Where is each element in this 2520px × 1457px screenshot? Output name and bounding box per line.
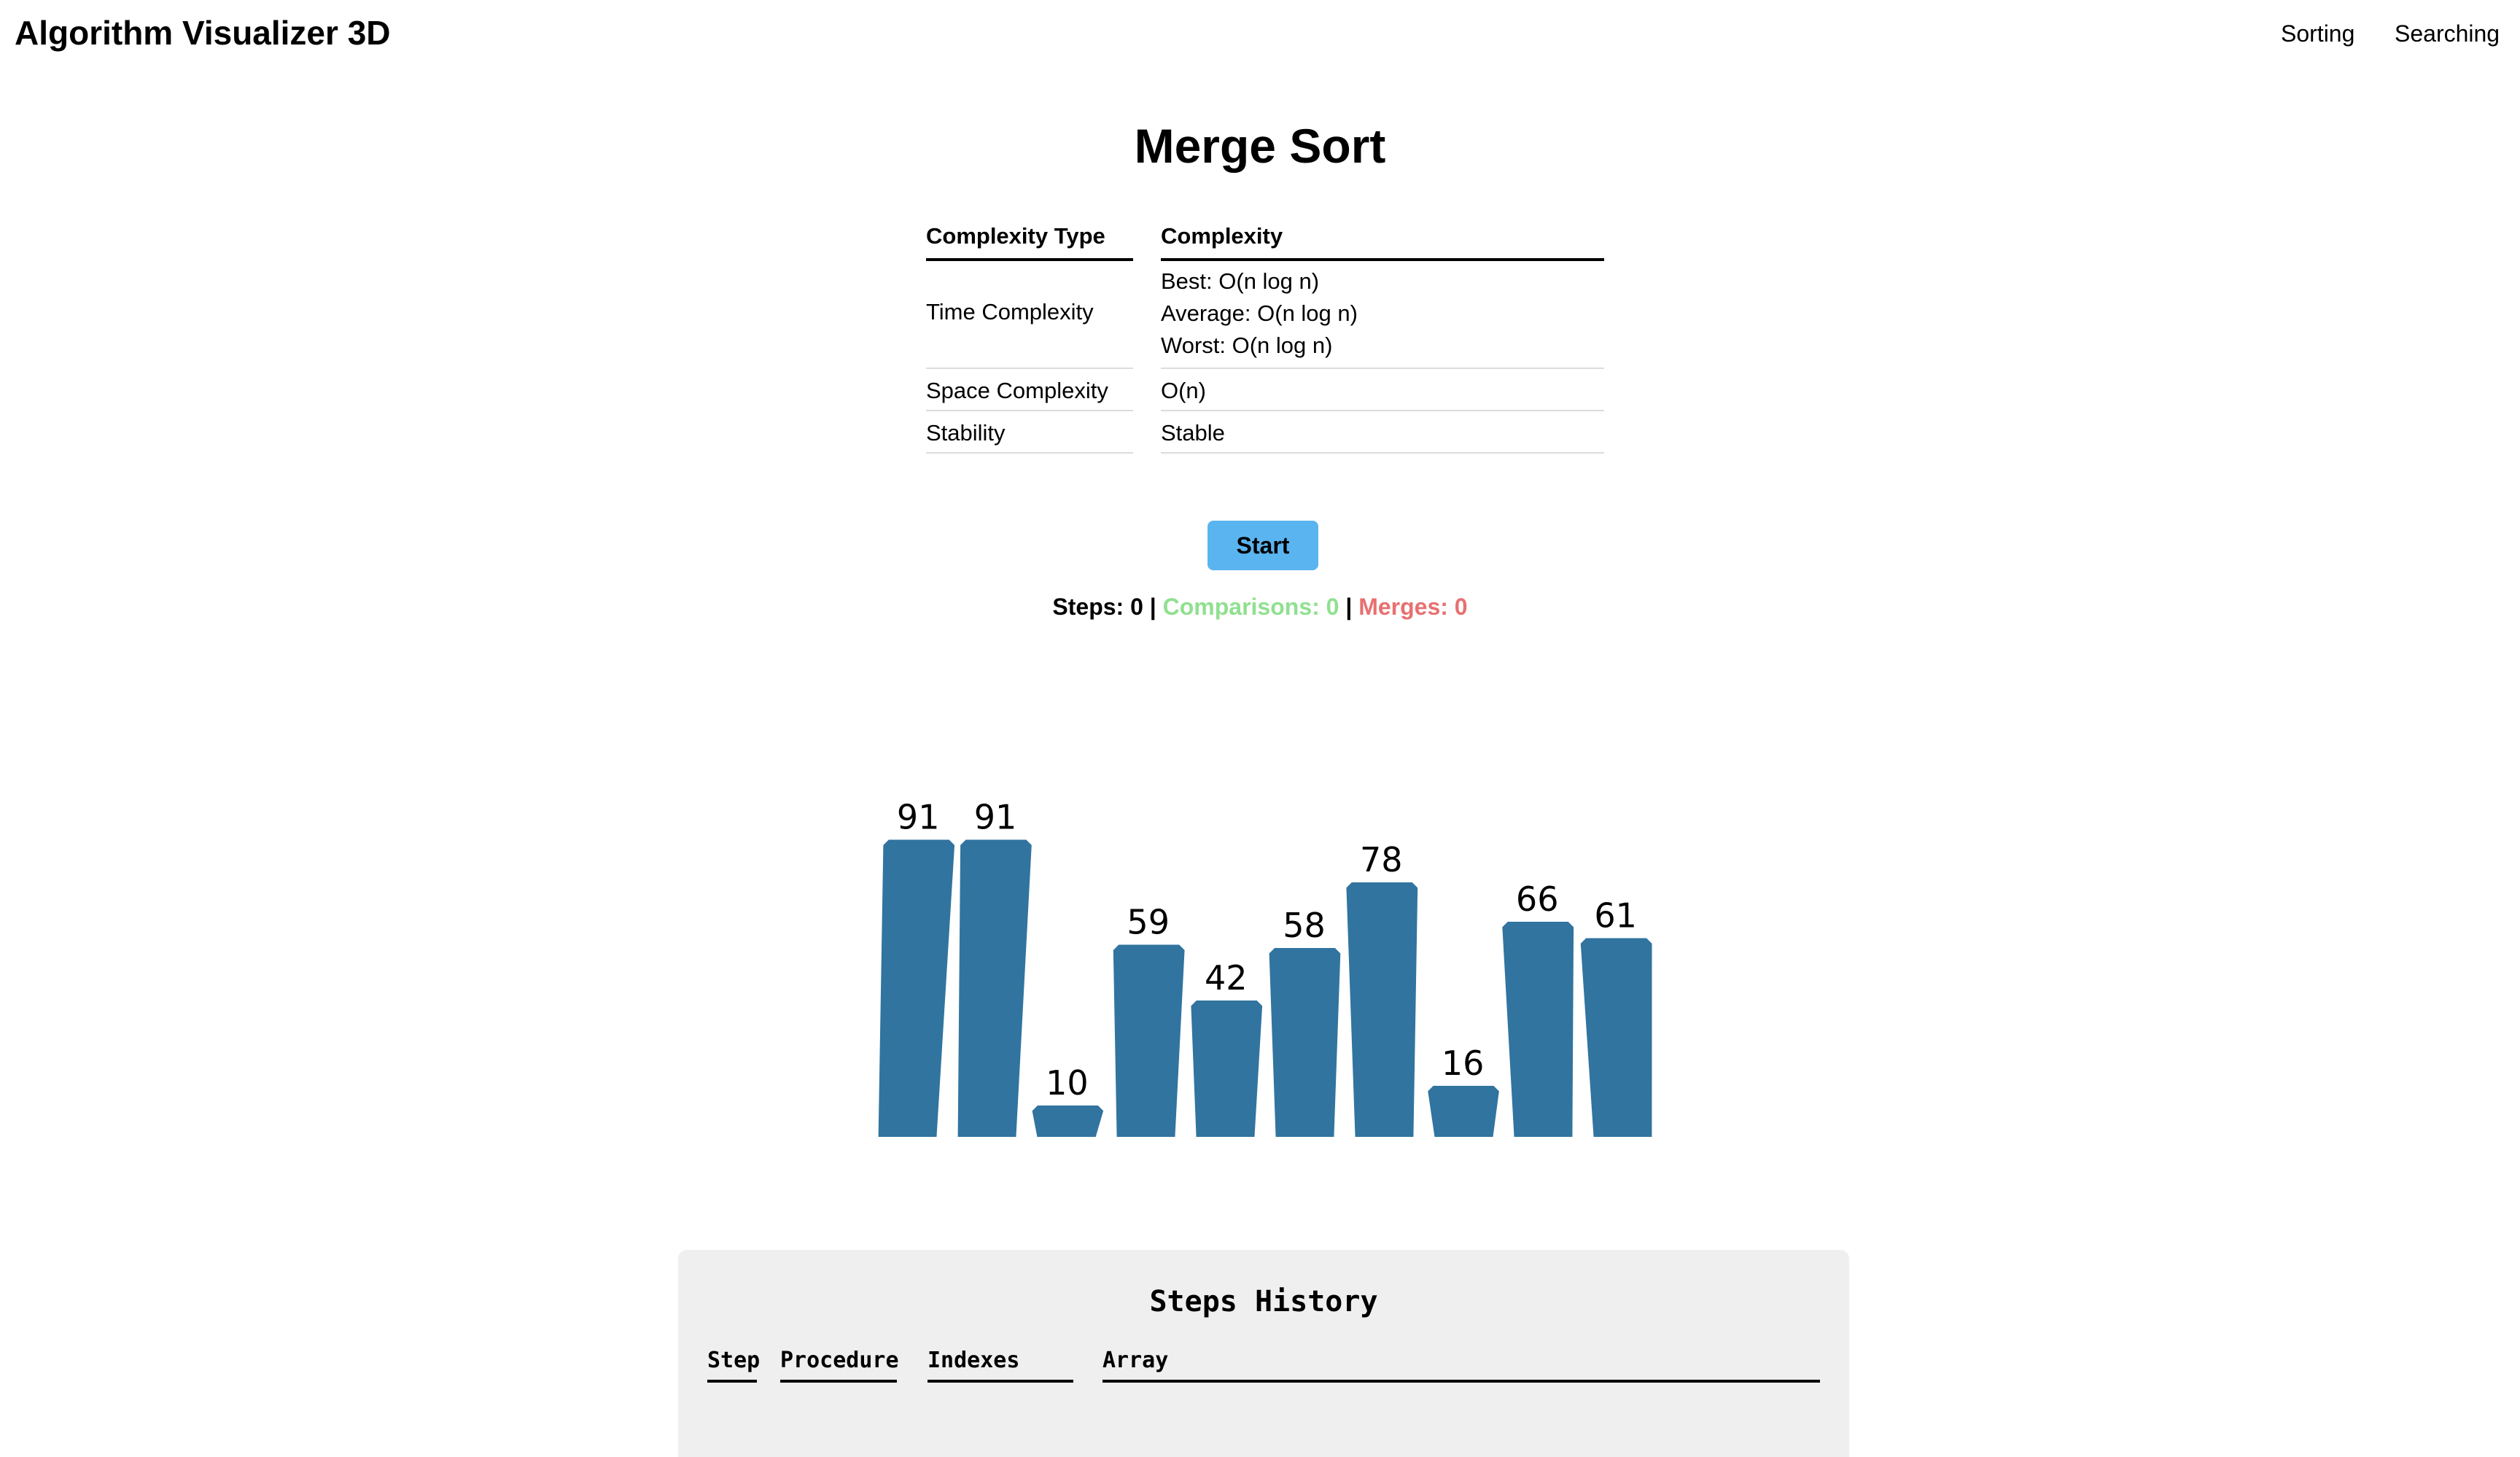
- comparisons-count: Comparisons: 0: [1162, 594, 1339, 620]
- space-complexity-label: Space Complexity: [926, 378, 1108, 403]
- array-bar: [1345, 881, 1420, 1138]
- array-bar-label: 10: [1046, 1063, 1089, 1103]
- time-best: Best: O(n log n): [1161, 268, 1320, 294]
- complexity-header: Complexity: [1161, 223, 1604, 261]
- row-divider: [926, 368, 1133, 369]
- array-bar: [956, 838, 1033, 1138]
- space-complexity-value: O(n): [1161, 378, 1206, 403]
- array-bar: [1030, 1104, 1105, 1138]
- nav-searching-link[interactable]: Searching: [2395, 20, 2500, 47]
- time-worst: Worst: O(n log n): [1161, 333, 1333, 358]
- stats-separator: |: [1339, 594, 1359, 620]
- array-bar-label: 78: [1360, 840, 1403, 879]
- array-bar-label: 58: [1283, 906, 1326, 945]
- history-col-array: Array: [1102, 1348, 1820, 1383]
- row-divider: [1161, 410, 1604, 411]
- time-average: Average: O(n log n): [1161, 300, 1358, 326]
- array-bar: [1501, 920, 1576, 1138]
- nav-sorting-link[interactable]: Sorting: [2281, 20, 2355, 47]
- array-bar-label: 91: [897, 798, 940, 837]
- array-bars-visualization: 91 91 10 59 42 58 78 16 66 61: [876, 798, 1654, 1138]
- steps-history-title: Steps History: [1149, 1285, 1378, 1318]
- row-divider: [1161, 368, 1604, 369]
- stability-label: Stability: [926, 420, 1006, 446]
- array-bar-label: 59: [1127, 903, 1170, 942]
- array-bar: [876, 838, 957, 1138]
- row-divider: [926, 452, 1133, 454]
- time-complexity-label: Time Complexity: [926, 299, 1094, 325]
- start-button[interactable]: Start: [1208, 521, 1318, 570]
- row-divider: [1161, 452, 1604, 454]
- array-bar: [1579, 936, 1654, 1138]
- app-title: Algorithm Visualizer 3D: [15, 14, 391, 52]
- stability-value: Stable: [1161, 420, 1225, 446]
- steps-history-panel: Steps History Step Procedure Indexes Arr…: [678, 1250, 1849, 1457]
- array-bar-label: 16: [1442, 1044, 1485, 1083]
- array-bar: [1189, 999, 1264, 1138]
- page-title: Merge Sort: [1134, 119, 1386, 173]
- array-bar: [1111, 943, 1186, 1138]
- array-bar: [1426, 1084, 1501, 1138]
- stats-line: Steps: 0 | Comparisons: 0 | Merges: 0: [0, 594, 2520, 621]
- steps-count: Steps: 0: [1052, 594, 1143, 620]
- stats-separator: |: [1143, 594, 1163, 620]
- array-bar: [1267, 947, 1342, 1138]
- array-bar-label: 66: [1516, 879, 1559, 919]
- history-col-procedure: Procedure: [780, 1348, 899, 1383]
- merges-count: Merges: 0: [1358, 594, 1468, 620]
- complexity-type-header: Complexity Type: [926, 223, 1133, 261]
- array-bar-label: 42: [1205, 958, 1248, 998]
- array-bar-label: 61: [1594, 896, 1637, 936]
- history-col-step: Step: [707, 1348, 760, 1383]
- array-bar-label: 91: [974, 798, 1017, 837]
- time-complexity-values: Best: O(n log n) Average: O(n log n) Wor…: [1161, 265, 1358, 362]
- row-divider: [926, 410, 1133, 411]
- history-col-indexes: Indexes: [928, 1348, 1073, 1383]
- top-nav: Sorting Searching: [0, 20, 2520, 53]
